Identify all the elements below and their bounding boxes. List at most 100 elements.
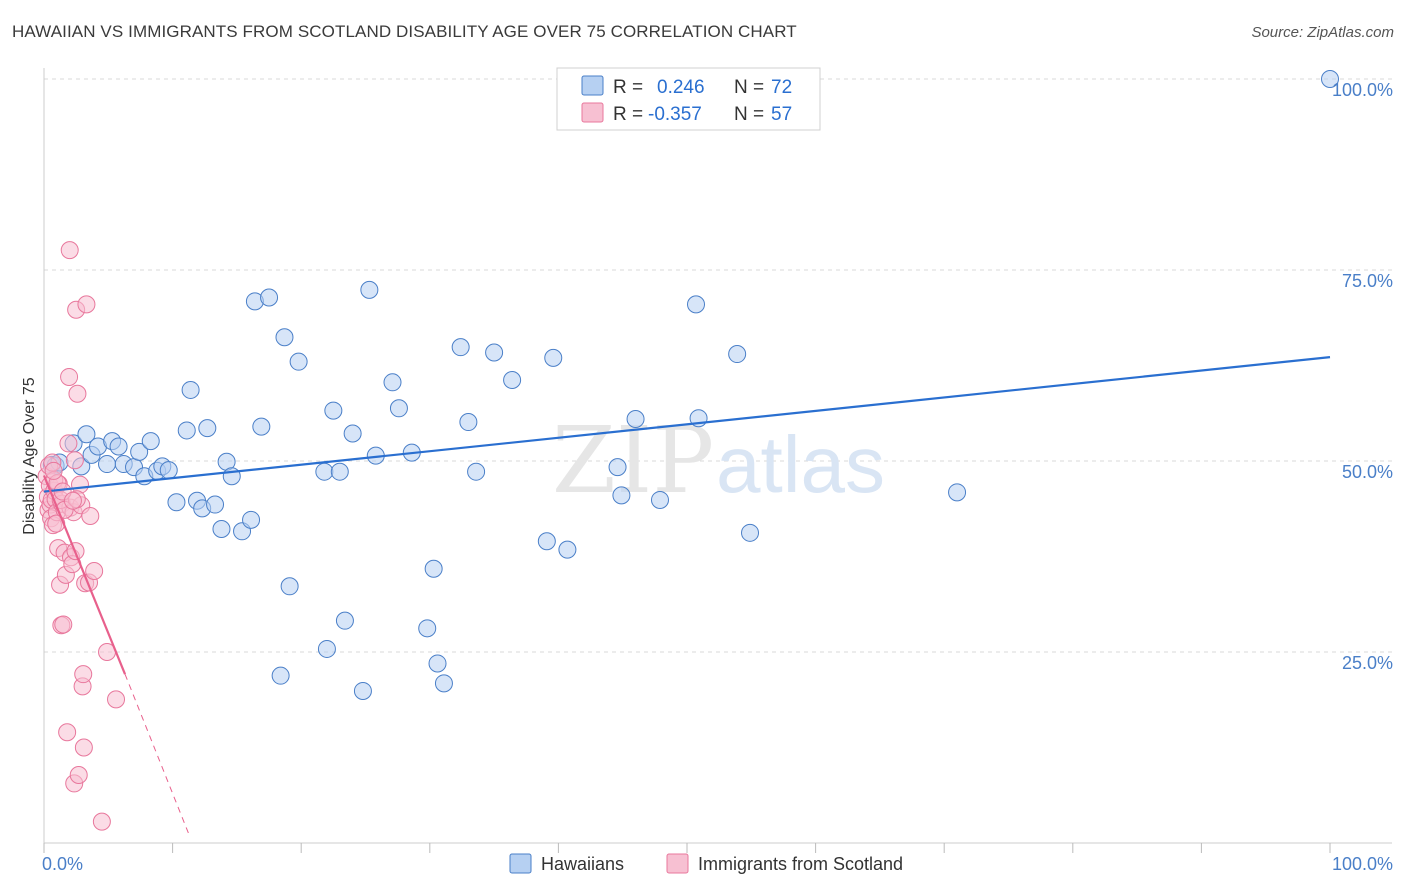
- legend-n-label-blue: N =: [734, 77, 764, 98]
- point-scotland-22: [60, 367, 79, 386]
- x-tick-label-0: 0.0%: [42, 854, 83, 874]
- y-tick-label-1: 50.0%: [1342, 462, 1393, 482]
- point-scotland-43: [85, 562, 104, 581]
- point-scotland-56: [44, 461, 63, 480]
- point-hawaiians-40: [330, 462, 349, 481]
- point-hawaiians-8: [98, 455, 117, 474]
- point-hawaiians-35: [280, 577, 299, 596]
- point-hawaiians-58: [537, 532, 556, 551]
- point-hawaiians-15: [141, 432, 160, 451]
- trend-line-scotland: [42, 475, 127, 675]
- trend-line-scotland-extension: [124, 673, 190, 836]
- chart-source: Source: ZipAtlas.com: [1251, 24, 1394, 41]
- point-scotland-38: [74, 738, 93, 757]
- point-hawaiians-55: [467, 462, 486, 481]
- legend-r-label-pink: R =: [613, 104, 643, 125]
- point-hawaiians-26: [212, 519, 231, 538]
- legend-n-value-pink: 57: [771, 104, 792, 125]
- point-hawaiians-18: [159, 461, 178, 480]
- y-axis-label: Disability Age Over 75: [21, 377, 38, 535]
- point-hawaiians-67: [728, 345, 747, 364]
- point-hawaiians-24: [198, 419, 217, 438]
- point-scotland-21: [59, 434, 78, 453]
- legend-swatch-blue: [581, 75, 604, 96]
- point-hawaiians-59: [544, 348, 563, 367]
- point-scotland-55: [63, 491, 82, 510]
- legend-n-value-blue: 72: [771, 77, 792, 98]
- point-hawaiians-62: [612, 486, 631, 505]
- point-scotland-42: [81, 507, 100, 526]
- point-hawaiians-51: [428, 654, 447, 673]
- point-hawaiians-33: [260, 288, 279, 307]
- point-scotland-23: [60, 241, 79, 260]
- legend-bottom-swatch-scotland: [666, 853, 689, 874]
- point-hawaiians-34: [275, 328, 294, 347]
- point-scotland-46: [107, 690, 126, 709]
- point-hawaiians-10: [109, 437, 128, 456]
- point-hawaiians-30: [242, 510, 261, 529]
- point-hawaiians-5: [77, 425, 96, 444]
- scatter-points: [37, 70, 1339, 831]
- legend-r-value-pink: -0.357: [648, 104, 702, 125]
- point-hawaiians-41: [335, 611, 354, 630]
- point-hawaiians-53: [451, 338, 470, 357]
- point-hawaiians-46: [383, 373, 402, 392]
- point-hawaiians-70: [1321, 70, 1339, 88]
- point-scotland-29: [65, 451, 84, 470]
- tick-labels: 25.0% 50.0% 75.0% 100.0% 0.0% 100.0%: [42, 80, 1393, 874]
- y-tick-label-2: 75.0%: [1342, 271, 1393, 291]
- point-scotland-17: [54, 615, 73, 634]
- point-hawaiians-36: [289, 352, 308, 371]
- point-hawaiians-71: [271, 666, 290, 685]
- point-hawaiians-21: [181, 380, 200, 399]
- point-hawaiians-52: [434, 674, 453, 693]
- point-hawaiians-64: [650, 490, 669, 509]
- legend-r-value-blue: 0.246: [657, 77, 705, 98]
- legend-bottom-label-scotland: Immigrants from Scotland: [698, 854, 903, 874]
- legend-r-label-blue: R =: [613, 77, 643, 98]
- point-hawaiians-65: [687, 295, 706, 314]
- point-hawaiians-19: [167, 493, 186, 512]
- point-scotland-44: [92, 812, 111, 831]
- point-hawaiians-50: [424, 559, 443, 578]
- point-hawaiians-37: [317, 639, 336, 658]
- point-hawaiians-43: [353, 681, 372, 700]
- legend-top: R = 0.246 N = 72 R = -0.357 N = 57: [556, 67, 821, 131]
- y-tick-label-3: 100.0%: [1332, 80, 1393, 100]
- point-scotland-40: [77, 295, 96, 314]
- watermark: ZIP atlas: [552, 407, 885, 514]
- point-hawaiians-39: [324, 401, 343, 420]
- legend-bottom-swatch-hawaiians: [509, 853, 532, 874]
- axes: [43, 68, 1392, 853]
- point-hawaiians-69: [948, 483, 967, 502]
- legend-bottom: Hawaiians Immigrants from Scotland: [509, 853, 903, 874]
- trend-lines: [42, 356, 1331, 836]
- point-hawaiians-49: [418, 619, 437, 638]
- point-hawaiians-47: [389, 399, 408, 418]
- point-scotland-20: [58, 723, 77, 742]
- point-hawaiians-60: [558, 540, 577, 559]
- legend-n-label-pink: N =: [734, 104, 764, 125]
- point-hawaiians-13: [130, 442, 149, 461]
- watermark-atlas: atlas: [716, 420, 885, 509]
- point-hawaiians-57: [503, 371, 522, 390]
- y-tick-label-0: 25.0%: [1342, 653, 1393, 673]
- x-tick-label-1: 100.0%: [1332, 854, 1393, 874]
- point-hawaiians-63: [626, 409, 645, 428]
- legend-swatch-pink: [581, 102, 604, 123]
- legend-bottom-label-hawaiians: Hawaiians: [541, 854, 624, 874]
- point-hawaiians-54: [459, 413, 478, 432]
- point-hawaiians-32: [252, 417, 271, 436]
- point-scotland-32: [68, 384, 87, 403]
- trend-line-hawaiians: [43, 356, 1331, 493]
- point-hawaiians-38: [315, 462, 334, 481]
- grid-lines: [44, 78, 1392, 653]
- point-hawaiians-44: [360, 280, 379, 299]
- point-hawaiians-42: [343, 424, 362, 443]
- point-hawaiians-61: [608, 458, 627, 477]
- point-hawaiians-68: [741, 523, 760, 542]
- point-hawaiians-20: [177, 421, 196, 440]
- chart-title: HAWAIIAN VS IMMIGRANTS FROM SCOTLAND DIS…: [12, 22, 797, 41]
- point-scotland-33: [69, 766, 88, 785]
